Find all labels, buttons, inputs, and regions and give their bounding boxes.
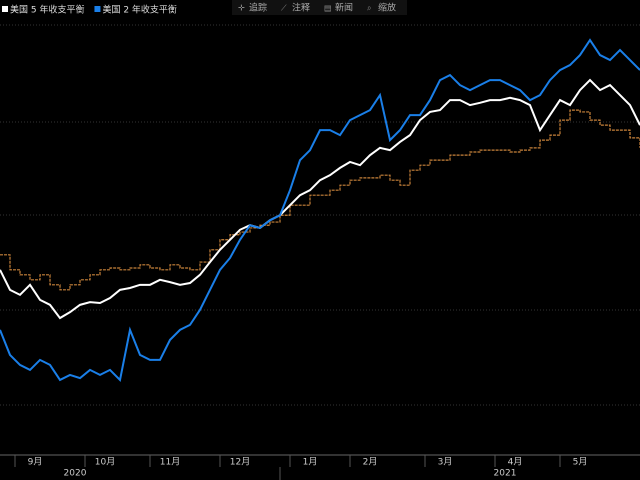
legend-label: 美国 2 年收支平衡 (102, 4, 176, 16)
series-line (0, 109, 640, 291)
toolbar-button[interactable]: 缩放 (378, 2, 396, 14)
x-tick-label: 11月 (160, 457, 180, 468)
toolbar-button[interactable]: 新闻 (335, 2, 353, 14)
x-tick-label: 3月 (438, 457, 453, 468)
x-tick-label: 4月 (508, 457, 523, 468)
series-line (0, 38, 640, 382)
year-label: 2020 (64, 469, 87, 479)
x-tick-label: 10月 (95, 457, 115, 468)
toolbar (232, 0, 407, 15)
year-label: 2021 (494, 469, 517, 479)
toolbar-icon: ⌕ (367, 4, 371, 13)
legend-swatch (94, 6, 101, 12)
legend-label: 美国 5 年收支平衡 (10, 4, 84, 16)
legend-swatch (2, 6, 8, 12)
series-line (0, 78, 640, 320)
toolbar-icon: ✛ (238, 4, 245, 13)
grid (0, 24, 640, 406)
toolbar-button[interactable]: 注释 (292, 2, 310, 14)
x-tick-label: 2月 (363, 457, 378, 468)
x-tick-label: 1月 (303, 457, 318, 468)
x-tick-label: 9月 (28, 457, 43, 468)
toolbar-icon: ▤ (324, 4, 332, 13)
toolbar-button[interactable]: 追踪 (249, 2, 267, 14)
x-tick-label: 5月 (573, 457, 588, 468)
toolbar-icon: ⟋ (281, 4, 287, 13)
x-tick-label: 12月 (230, 457, 250, 468)
